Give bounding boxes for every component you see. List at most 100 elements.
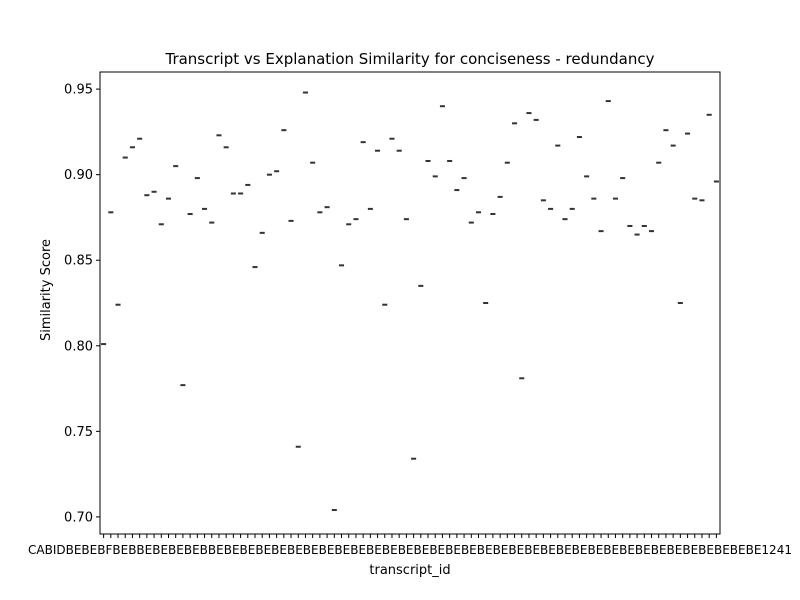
plot-frame: [99, 71, 721, 535]
box-68: [591, 197, 597, 200]
box-81: [685, 132, 691, 135]
box-31: [324, 206, 330, 209]
box-44: [418, 284, 424, 287]
box-63: [555, 144, 561, 147]
box-62: [548, 207, 554, 210]
box-28: [302, 91, 308, 94]
box-61: [540, 199, 546, 202]
chart-title: Transcript vs Explanation Similarity for…: [164, 50, 654, 68]
box-17: [223, 146, 229, 149]
box-14: [202, 207, 208, 210]
y-axis: 0.70 0.75 0.80 0.85 0.90 0.95: [64, 83, 100, 525]
y-tick-label-0: 0.70: [64, 510, 93, 525]
box-13: [194, 177, 200, 180]
box-78: [663, 129, 669, 132]
box-40: [389, 137, 395, 140]
box-35: [353, 218, 359, 221]
box-1: [108, 211, 114, 214]
box-7: [151, 190, 157, 193]
box-18: [230, 192, 236, 195]
box-60: [533, 118, 539, 121]
box-21: [252, 266, 258, 269]
box-67: [584, 175, 590, 178]
x-tick-labels: CABIDBEBEBFBEBBEBEBEBEBBEBEBEBEBEBEBEBEB…: [28, 543, 792, 557]
box-0: [101, 343, 107, 346]
box-49: [454, 189, 460, 192]
y-tick-label-4: 0.90: [64, 168, 93, 183]
box-39: [382, 303, 388, 306]
plot-area: 0.70 0.75 0.80 0.85 0.90 0.95: [64, 71, 721, 538]
box-56: [504, 161, 510, 164]
box-23: [266, 173, 272, 176]
box-33: [338, 264, 345, 267]
box-76: [648, 230, 655, 233]
box-82: [692, 197, 698, 200]
box-27: [295, 445, 301, 448]
y-tick-label-1: 0.75: [64, 425, 93, 440]
box-38: [375, 149, 381, 152]
box-75: [641, 225, 647, 227]
box-65: [569, 207, 575, 210]
box-72: [620, 177, 626, 180]
box-74: [634, 233, 640, 236]
box-42: [403, 218, 409, 221]
box-48: [447, 159, 453, 162]
box-5: [137, 137, 143, 140]
box-59: [526, 112, 532, 115]
box-41: [396, 149, 402, 152]
box-2: [115, 303, 121, 306]
box-15: [209, 221, 215, 224]
box-84: [706, 113, 712, 116]
box-71: [612, 197, 618, 200]
box-47: [439, 105, 445, 108]
box-43: [411, 457, 417, 460]
box-83: [699, 199, 705, 202]
box-79: [670, 144, 676, 147]
box-64: [562, 218, 568, 221]
y-axis-label: Similarity Score: [39, 239, 54, 341]
box-45: [425, 159, 431, 162]
box-24: [274, 170, 280, 173]
box-69: [598, 230, 604, 233]
box-51: [468, 221, 474, 224]
box-3: [122, 156, 128, 159]
box-37: [367, 207, 373, 210]
y-tick-label-3: 0.85: [64, 254, 93, 269]
box-10: [173, 165, 179, 168]
box-77: [656, 161, 662, 164]
box-66: [576, 136, 582, 139]
box-20: [245, 183, 251, 186]
box-12: [187, 213, 193, 216]
box-52: [475, 211, 482, 214]
box-58: [519, 377, 525, 380]
y-tick-label-2: 0.80: [64, 339, 93, 354]
box-55: [497, 195, 503, 198]
x-axis: [103, 534, 717, 538]
box-6: [144, 194, 150, 197]
y-tick-label-5: 0.95: [64, 83, 93, 98]
box-50: [461, 177, 467, 180]
box-46: [432, 175, 438, 178]
box-11: [180, 384, 186, 387]
box-8: [158, 223, 164, 226]
box-54: [490, 213, 496, 216]
box-22: [259, 231, 265, 234]
box-16: [216, 134, 222, 137]
box-70: [605, 100, 611, 103]
x-axis-label: transcript_id: [369, 563, 450, 578]
box-25: [281, 129, 287, 132]
box-57: [512, 122, 518, 125]
box-32: [331, 509, 337, 512]
box-marks: [101, 91, 719, 512]
box-34: [346, 223, 352, 226]
box-53: [483, 302, 489, 304]
box-26: [288, 219, 294, 222]
box-30: [317, 211, 323, 214]
box-85: [713, 180, 719, 183]
box-73: [627, 225, 633, 227]
box-9: [165, 197, 172, 200]
box-36: [360, 141, 366, 144]
box-4: [129, 146, 135, 149]
box-19: [238, 192, 244, 195]
